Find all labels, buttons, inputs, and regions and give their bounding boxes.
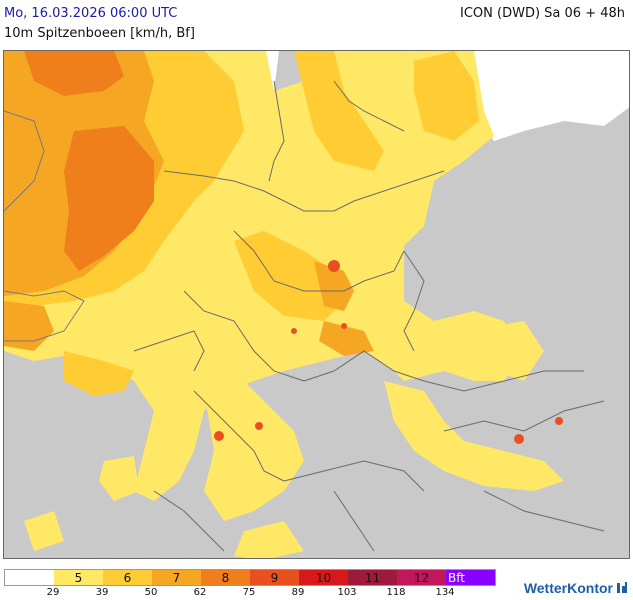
parameter-label: 10m Spitzenboeen [km/h, Bf] xyxy=(4,26,195,41)
wetterkontor-logo-icon xyxy=(617,582,627,593)
model-run-label: ICON (DWD) Sa 06 + 48h xyxy=(460,6,625,21)
legend-threshold: 50 xyxy=(144,587,158,598)
valid-time: Mo, 16.03.2026 06:00 UTC xyxy=(4,6,178,21)
legend-threshold: 29 xyxy=(46,587,60,598)
legend-threshold: 62 xyxy=(193,587,207,598)
brand-name: WetterKontor xyxy=(523,580,613,596)
legend-swatch: 12 xyxy=(397,570,446,585)
legend-swatch xyxy=(5,570,54,585)
gust-legend: 5 6 7 8 9 10 11 12 Bft xyxy=(4,569,496,586)
legend-swatch: 5 xyxy=(54,570,103,585)
wetterkontor-brand: WetterKontor xyxy=(524,580,629,596)
legend-threshold: 89 xyxy=(291,587,305,598)
legend-threshold: 39 xyxy=(95,587,109,598)
legend-threshold: 103 xyxy=(337,587,357,598)
legend-swatch: 10 xyxy=(299,570,348,585)
legend-swatch: 6 xyxy=(103,570,152,585)
legend-swatch: 9 xyxy=(250,570,299,585)
map-canvas xyxy=(4,51,629,558)
legend-swatch: 8 xyxy=(201,570,250,585)
legend-threshold: 118 xyxy=(386,587,406,598)
wind-gust-map xyxy=(3,50,630,559)
legend-swatch: 11 xyxy=(348,570,397,585)
legend-threshold: 75 xyxy=(242,587,256,598)
legend-swatch: 7 xyxy=(152,570,201,585)
legend-threshold: 134 xyxy=(435,587,455,598)
legend-swatch: Bft xyxy=(446,570,495,585)
legend-thresholds: 29 39 50 62 75 89 103 118 134 xyxy=(4,587,504,600)
